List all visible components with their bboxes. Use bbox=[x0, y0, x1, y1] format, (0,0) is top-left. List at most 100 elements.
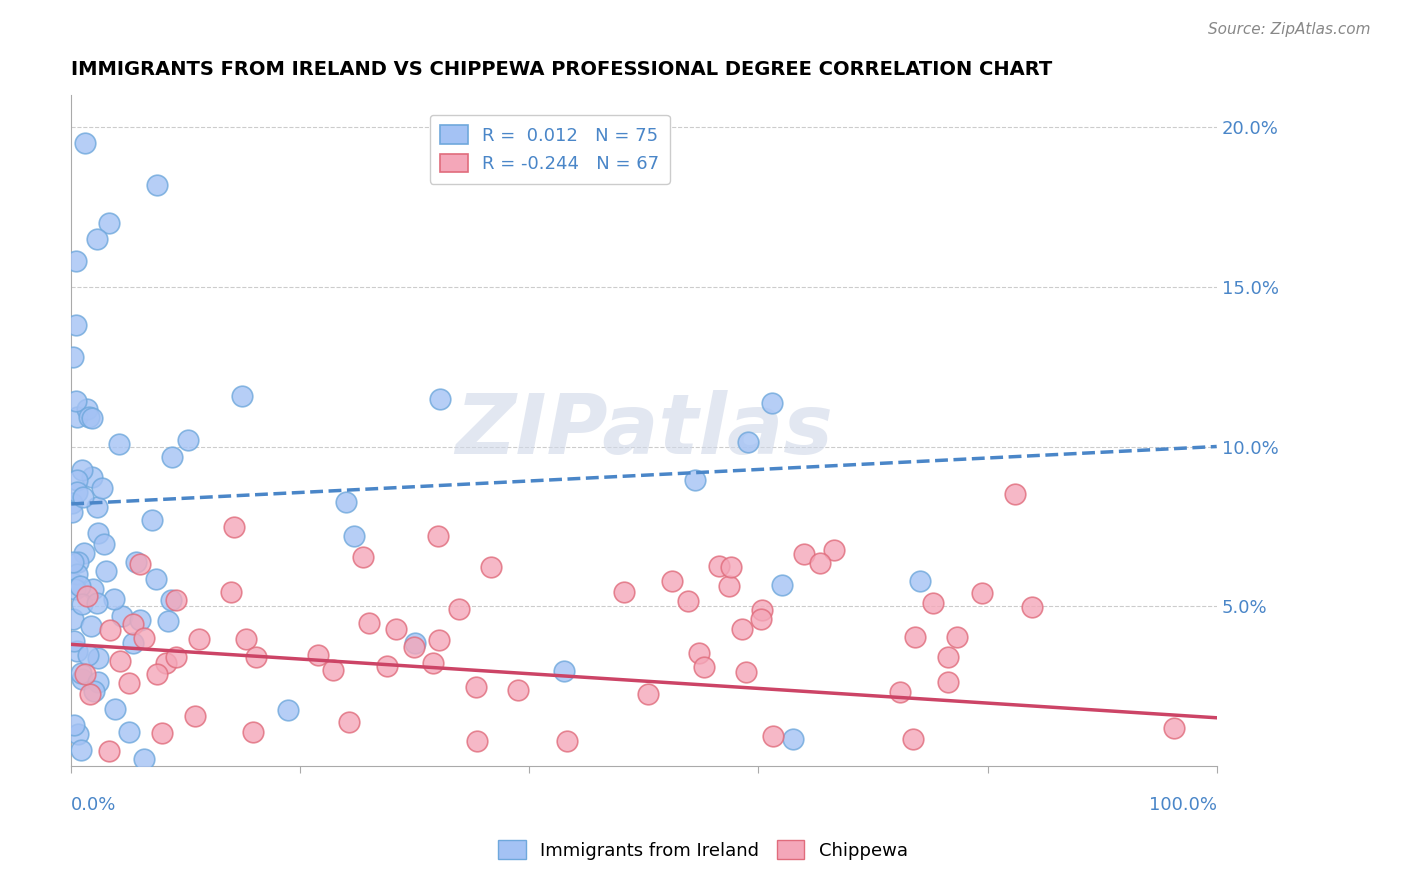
Point bbox=[904, 630, 927, 644]
Point bbox=[508, 683, 530, 698]
Point bbox=[793, 547, 815, 561]
Point bbox=[65, 318, 87, 333]
Point bbox=[427, 632, 450, 647]
Point bbox=[63, 582, 86, 596]
Point bbox=[86, 596, 108, 610]
Point bbox=[165, 650, 187, 665]
Point bbox=[65, 254, 87, 268]
Point bbox=[134, 752, 156, 766]
Point bbox=[422, 656, 444, 670]
Point bbox=[688, 646, 710, 660]
Point bbox=[82, 411, 104, 425]
Point bbox=[555, 734, 578, 748]
Point bbox=[449, 602, 471, 616]
Point bbox=[945, 630, 967, 644]
Point bbox=[184, 709, 207, 723]
Point bbox=[613, 584, 636, 599]
Point bbox=[70, 665, 93, 680]
Legend: R =  0.012   N = 75, R = -0.244   N = 67: R = 0.012 N = 75, R = -0.244 N = 67 bbox=[430, 114, 669, 184]
Point bbox=[121, 616, 143, 631]
Point bbox=[1021, 599, 1043, 614]
Text: Source: ZipAtlas.com: Source: ZipAtlas.com bbox=[1208, 22, 1371, 37]
Point bbox=[770, 578, 793, 592]
Point bbox=[375, 658, 398, 673]
Point bbox=[1163, 722, 1185, 736]
Point bbox=[67, 727, 90, 741]
Point bbox=[155, 657, 177, 671]
Point bbox=[77, 409, 100, 424]
Point bbox=[132, 631, 155, 645]
Point bbox=[108, 654, 131, 668]
Point bbox=[86, 500, 108, 515]
Text: ZIPatlas: ZIPatlas bbox=[456, 390, 832, 471]
Point bbox=[98, 623, 121, 637]
Point bbox=[96, 564, 118, 578]
Point bbox=[129, 558, 152, 572]
Point bbox=[823, 542, 845, 557]
Point bbox=[637, 687, 659, 701]
Point bbox=[683, 473, 706, 487]
Point bbox=[720, 560, 742, 574]
Point bbox=[307, 648, 329, 662]
Point bbox=[808, 556, 831, 570]
Point bbox=[277, 703, 299, 717]
Point bbox=[62, 612, 84, 626]
Point bbox=[908, 574, 931, 589]
Point bbox=[83, 684, 105, 698]
Point bbox=[86, 651, 108, 665]
Point bbox=[72, 490, 94, 504]
Point bbox=[165, 592, 187, 607]
Point bbox=[901, 731, 924, 746]
Point bbox=[156, 615, 179, 629]
Point bbox=[322, 663, 344, 677]
Point bbox=[62, 555, 84, 569]
Point bbox=[104, 702, 127, 716]
Point bbox=[66, 473, 89, 487]
Point bbox=[889, 685, 911, 699]
Point bbox=[150, 726, 173, 740]
Point bbox=[76, 401, 98, 416]
Point bbox=[111, 608, 134, 623]
Point bbox=[97, 216, 120, 230]
Point bbox=[357, 615, 380, 630]
Point bbox=[76, 648, 98, 663]
Point bbox=[762, 730, 785, 744]
Point bbox=[80, 469, 103, 483]
Point bbox=[70, 672, 93, 686]
Point bbox=[76, 590, 98, 604]
Point bbox=[87, 526, 110, 541]
Point bbox=[69, 579, 91, 593]
Point bbox=[343, 529, 366, 543]
Point bbox=[936, 675, 959, 690]
Point bbox=[1004, 487, 1026, 501]
Text: IMMIGRANTS FROM IRELAND VS CHIPPEWA PROFESSIONAL DEGREE CORRELATION CHART: IMMIGRANTS FROM IRELAND VS CHIPPEWA PROF… bbox=[72, 60, 1053, 78]
Point bbox=[79, 687, 101, 701]
Point bbox=[82, 582, 104, 596]
Point bbox=[717, 579, 740, 593]
Point bbox=[66, 644, 89, 658]
Point bbox=[65, 567, 87, 582]
Point bbox=[73, 136, 96, 151]
Point bbox=[125, 555, 148, 569]
Point bbox=[749, 612, 772, 626]
Point bbox=[63, 634, 86, 648]
Point bbox=[735, 665, 758, 680]
Text: 0.0%: 0.0% bbox=[72, 796, 117, 814]
Point bbox=[122, 636, 145, 650]
Point bbox=[335, 495, 357, 509]
Point bbox=[62, 576, 84, 591]
Point bbox=[160, 593, 183, 607]
Point bbox=[245, 650, 267, 665]
Point bbox=[751, 603, 773, 617]
Point bbox=[678, 594, 700, 608]
Point bbox=[479, 560, 502, 574]
Point bbox=[63, 717, 86, 731]
Point bbox=[87, 675, 110, 690]
Point bbox=[129, 613, 152, 627]
Point bbox=[731, 622, 754, 636]
Point bbox=[737, 435, 759, 450]
Point bbox=[91, 482, 114, 496]
Point bbox=[146, 178, 169, 192]
Point bbox=[118, 725, 141, 739]
Point bbox=[426, 529, 449, 543]
